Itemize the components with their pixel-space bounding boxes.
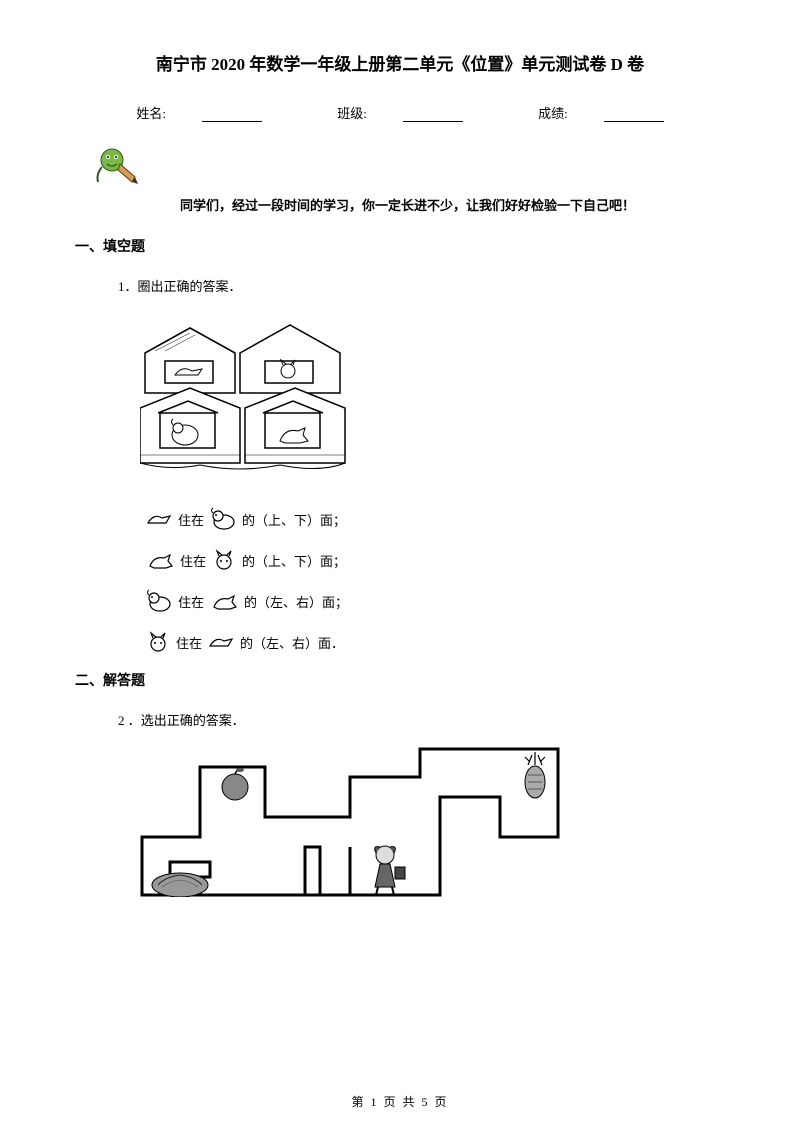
statement-4: 住在 的（左、右）面． — [140, 630, 710, 654]
dog-icon — [208, 506, 238, 532]
statement-1: 住在 的（上、下）面； — [140, 506, 710, 532]
q1-label: 1．圈出正确的答案． — [118, 276, 710, 295]
cat-icon — [210, 548, 238, 572]
page-footer: 第 1 页 共 5 页 — [90, 1093, 710, 1110]
pencil-mascot-icon — [90, 142, 140, 187]
statement-2: 住在 的（上、下）面； — [140, 548, 710, 572]
house-illustration — [140, 313, 710, 488]
maze-illustration — [140, 747, 710, 902]
horse-icon — [144, 548, 176, 572]
bird-icon — [144, 507, 174, 531]
horse-icon — [208, 589, 240, 613]
statement-3: 住在 的（左、右）面； — [140, 588, 710, 614]
q2-label: 2 ．选出正确的答案． — [118, 710, 710, 729]
bird-icon — [206, 630, 236, 654]
section1-heading: 一、填空题 — [75, 236, 710, 256]
dog-icon — [144, 588, 174, 614]
class-field: 班级: — [319, 106, 481, 121]
info-line: 姓名: 班级: 成绩: — [90, 103, 710, 122]
page-title: 南宁市 2020 年数学一年级上册第二单元《位置》单元测试卷 D 卷 — [90, 50, 710, 75]
cat-icon — [144, 630, 172, 654]
score-field: 成绩: — [520, 106, 682, 121]
section2-heading: 二、解答题 — [75, 670, 710, 690]
intro-text: 同学们，经过一段时间的学习，你一定长进不少，让我们好好检验一下自己吧！ — [180, 195, 710, 214]
name-field: 姓名: — [118, 106, 280, 121]
